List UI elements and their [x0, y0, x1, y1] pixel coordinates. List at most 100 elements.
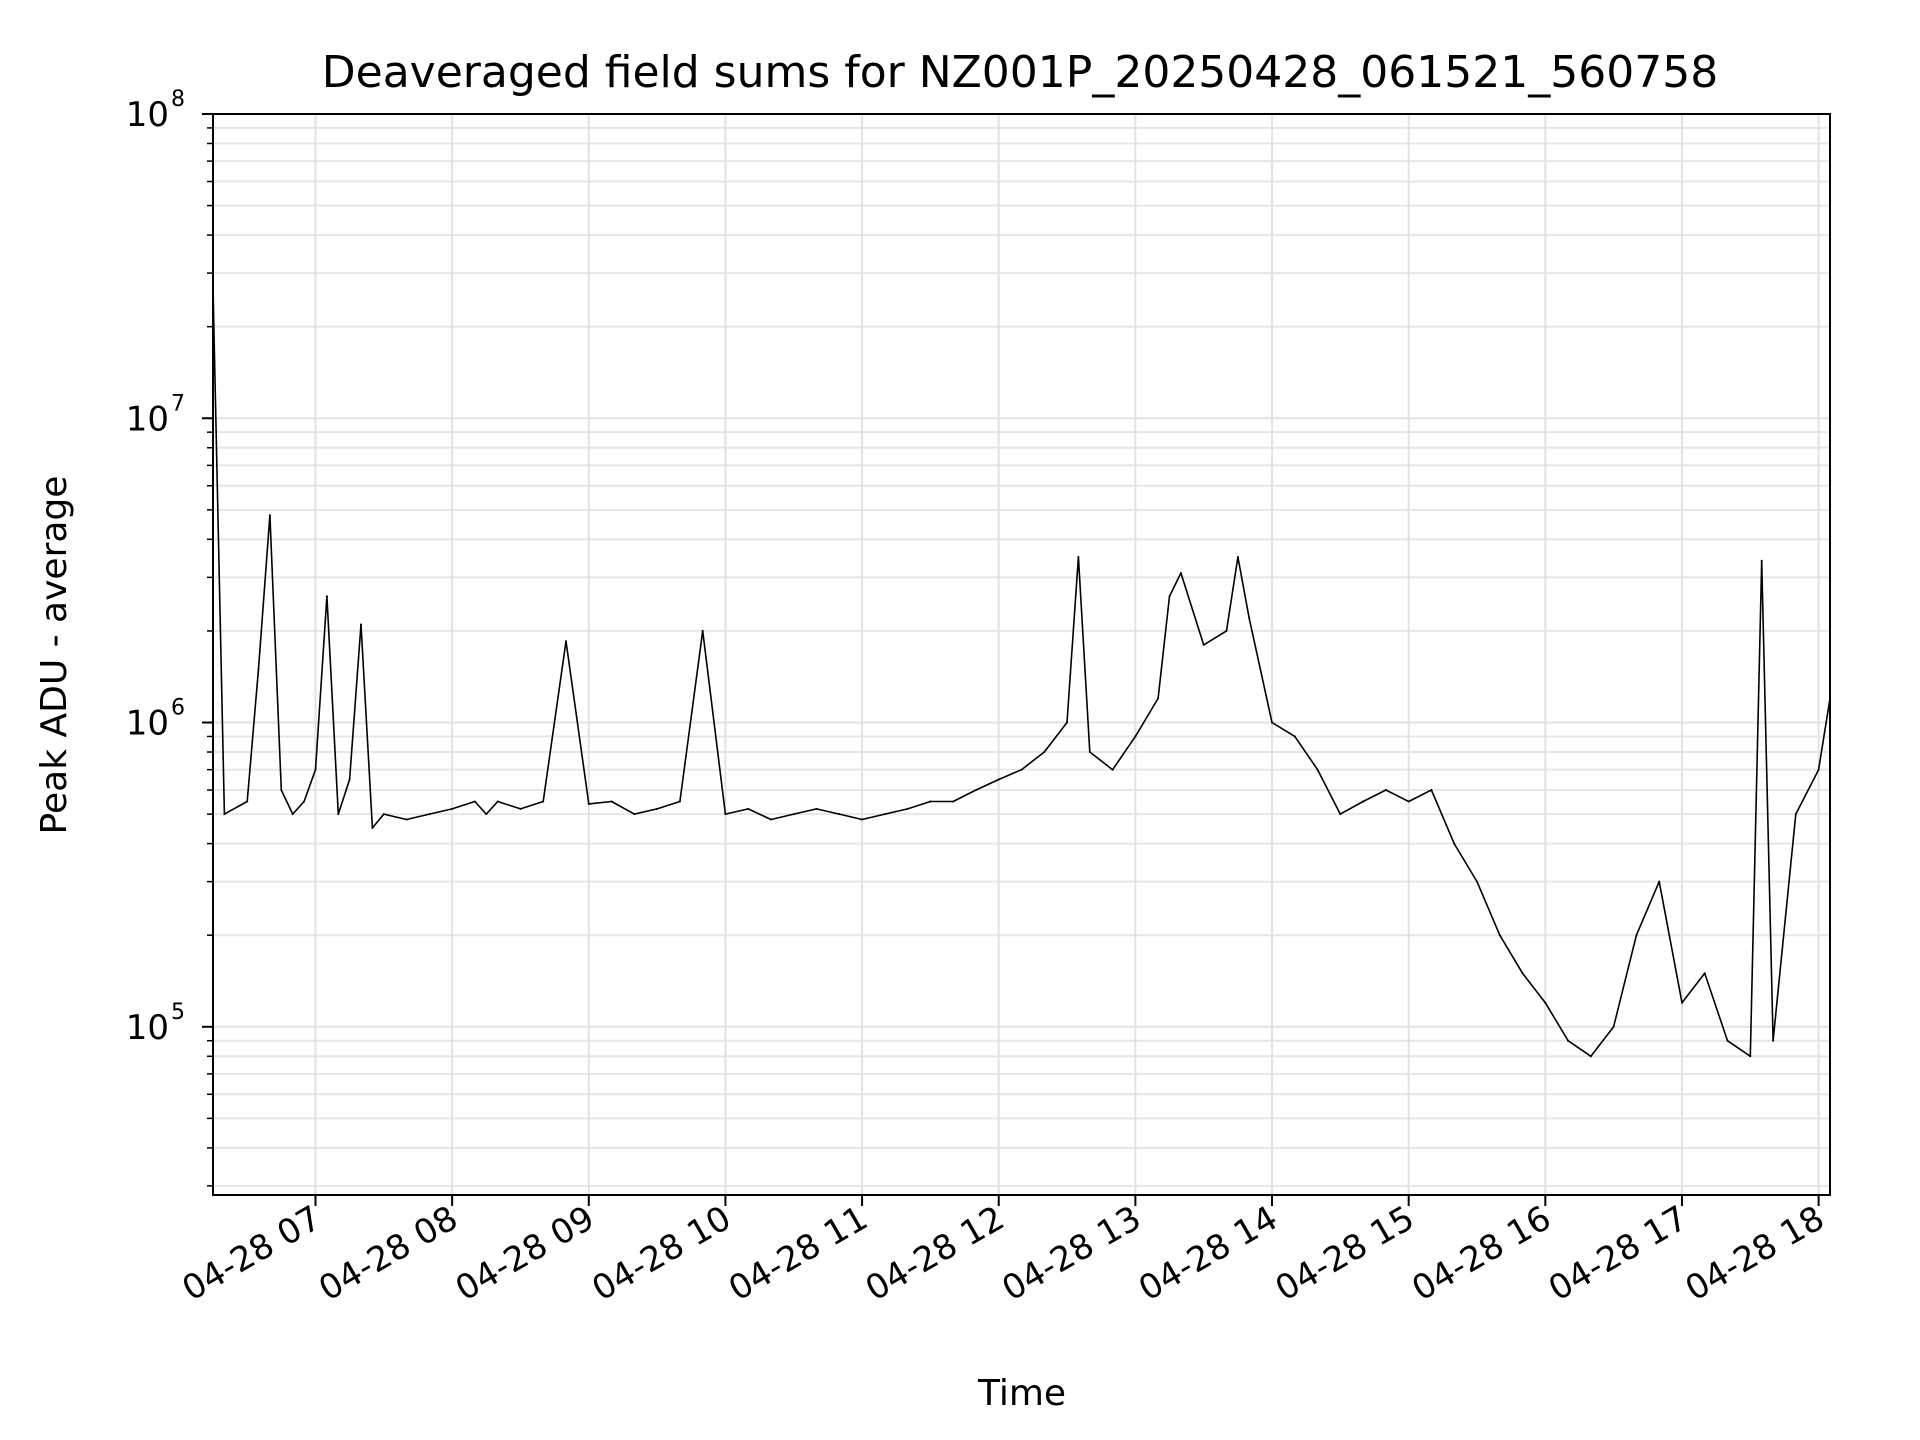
data-point	[1236, 556, 1239, 558]
plot-frame	[212, 113, 1831, 1196]
y-tick-base: 10	[126, 1008, 169, 1048]
data-point	[770, 818, 772, 821]
data-point	[1111, 768, 1114, 771]
data-point	[1339, 813, 1342, 816]
data-point	[496, 800, 499, 803]
data-point	[303, 800, 306, 803]
data-point	[747, 807, 750, 810]
data-point	[1407, 800, 1410, 803]
data-point	[337, 813, 340, 816]
data-point	[1316, 768, 1319, 771]
series-layer	[212, 286, 1831, 1058]
data-point	[1066, 721, 1068, 724]
data-point	[1384, 789, 1387, 791]
data-point	[405, 818, 408, 821]
data-point	[838, 813, 841, 816]
data-point	[485, 813, 488, 816]
data-point	[815, 807, 818, 810]
data-point	[280, 789, 283, 791]
y-tick-base: 10	[126, 704, 169, 744]
series-line	[212, 286, 1831, 1058]
data-point	[519, 807, 522, 810]
data-point	[268, 514, 271, 517]
data-point	[451, 807, 454, 810]
data-point	[929, 800, 932, 803]
y-tick-base: 10	[126, 95, 169, 135]
data-point	[678, 800, 681, 803]
y-tick-base: 10	[126, 399, 169, 439]
data-point	[610, 800, 613, 803]
data-point	[1157, 697, 1160, 700]
data-point	[360, 623, 362, 626]
data-point	[1589, 1055, 1592, 1058]
data-point	[348, 778, 351, 781]
data-point	[1681, 1001, 1683, 1004]
y-tick-exponent: 7	[171, 391, 185, 416]
y-tick-label: 10	[126, 704, 169, 744]
data-point	[724, 813, 727, 816]
data-point	[1168, 595, 1171, 598]
data-point	[1134, 735, 1137, 738]
y-tick-label: 10	[126, 399, 169, 439]
y-tick-exponent: 8	[171, 87, 185, 112]
data-point	[371, 827, 374, 829]
data-point	[1635, 934, 1638, 937]
data-point	[1521, 972, 1524, 975]
data-point	[633, 813, 636, 816]
data-point	[1658, 880, 1661, 883]
data-point	[1544, 1001, 1547, 1004]
data-point	[565, 640, 567, 643]
data-point	[906, 807, 909, 810]
data-point	[1202, 643, 1205, 646]
data-point	[257, 667, 260, 670]
data-point	[1179, 572, 1182, 574]
data-point	[314, 768, 317, 771]
data-point	[1077, 556, 1080, 558]
data-point	[701, 629, 704, 632]
data-point	[1271, 721, 1273, 724]
data-point	[883, 813, 886, 816]
data-point	[1248, 617, 1251, 620]
data-point	[1817, 768, 1820, 771]
data-point	[1043, 751, 1046, 753]
data-point	[1430, 789, 1433, 791]
x-axis-label: Time	[977, 1373, 1066, 1414]
data-point	[1088, 751, 1091, 753]
data-point	[792, 813, 795, 816]
data-point	[1772, 1039, 1775, 1042]
data-point	[1498, 934, 1501, 937]
y-tick-label: 10	[126, 95, 169, 135]
data-point	[246, 800, 249, 803]
minor-gridlines	[213, 126, 1830, 1187]
data-point	[542, 800, 545, 803]
data-point	[975, 789, 977, 791]
data-point	[325, 595, 328, 598]
y-tick-label: 10	[126, 1008, 169, 1048]
data-point	[656, 807, 659, 810]
data-point	[473, 800, 476, 803]
data-point	[997, 778, 1000, 781]
data-point	[1749, 1055, 1752, 1058]
data-point	[428, 813, 431, 816]
data-point	[1362, 800, 1365, 803]
data-point	[952, 800, 955, 803]
data-point	[1703, 972, 1706, 975]
data-point	[1794, 813, 1797, 816]
data-point	[1612, 1025, 1615, 1028]
data-point	[861, 818, 864, 821]
data-point	[1020, 768, 1023, 771]
y-tick-exponent: 6	[171, 696, 185, 721]
chart-title: Deaveraged field sums for NZ001P_2025042…	[322, 47, 1718, 98]
data-point	[587, 802, 590, 805]
data-point	[1225, 629, 1228, 632]
data-point	[1726, 1039, 1729, 1042]
data-point	[1476, 880, 1478, 883]
data-point	[1293, 735, 1296, 738]
data-point	[1760, 559, 1763, 562]
y-tick-exponent: 5	[171, 1000, 185, 1025]
data-point	[291, 813, 294, 816]
